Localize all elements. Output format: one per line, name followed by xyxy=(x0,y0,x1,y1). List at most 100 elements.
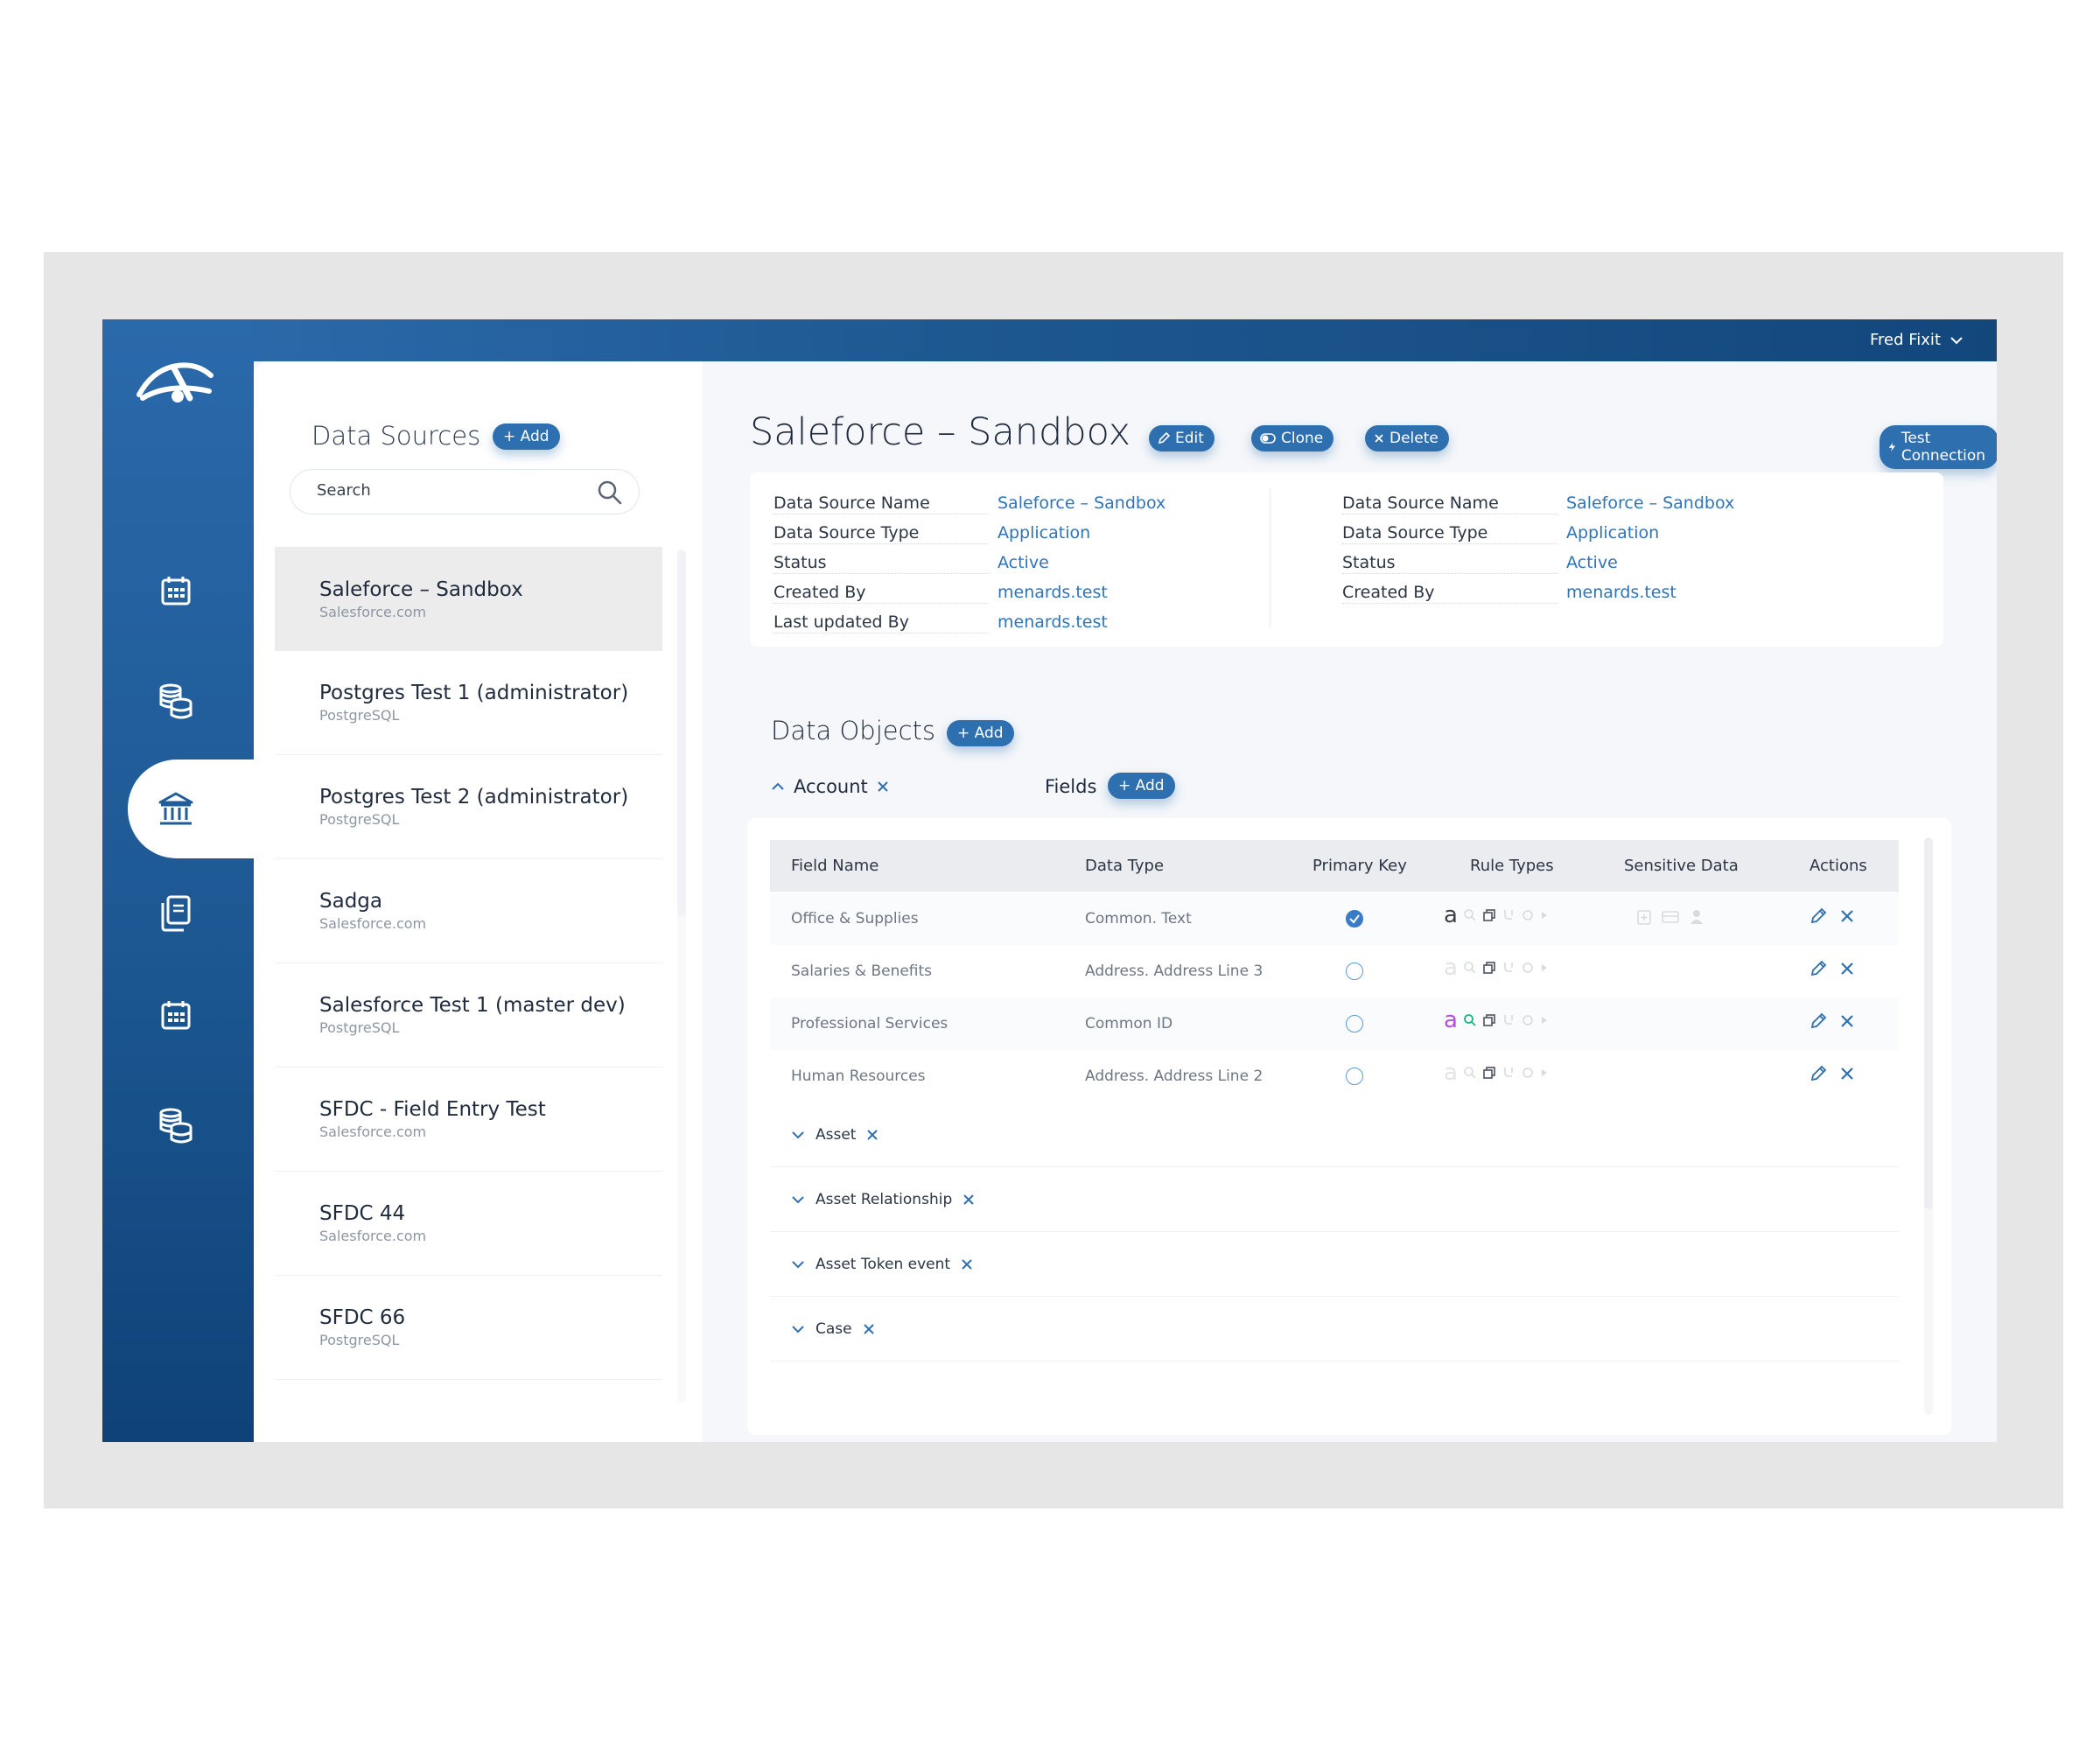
remove-account-icon[interactable] xyxy=(877,780,889,793)
test-connection-button[interactable]: Test Connection xyxy=(1880,425,1997,469)
play-rule-icon[interactable] xyxy=(1540,1068,1549,1078)
delete-row-icon[interactable] xyxy=(1839,1066,1855,1082)
alpha-rule-icon[interactable]: a xyxy=(1444,1007,1458,1033)
search-rule-icon[interactable] xyxy=(1463,961,1477,975)
edit-row-icon[interactable] xyxy=(1810,1012,1827,1030)
remove-group-icon[interactable] xyxy=(962,1194,975,1206)
copy-rule-icon[interactable] xyxy=(1482,908,1496,922)
add-data-source-button[interactable]: + Add xyxy=(493,424,560,450)
table-row[interactable]: Office & Supplies Common. Text a xyxy=(770,892,1899,945)
ring-rule-icon[interactable] xyxy=(1521,961,1535,975)
rule-types: a xyxy=(1444,902,1549,928)
copy-rule-icon[interactable] xyxy=(1482,1013,1496,1027)
table-scrollbar-thumb[interactable] xyxy=(1924,837,1933,1209)
search-rule-icon[interactable] xyxy=(1463,1066,1477,1080)
remove-group-icon[interactable] xyxy=(866,1129,878,1141)
play-rule-icon[interactable] xyxy=(1540,962,1549,973)
nav-bank-icon-active[interactable] xyxy=(128,760,254,858)
search-rule-icon[interactable] xyxy=(1463,908,1477,922)
table-row[interactable]: Salaries & Benefits Address. Address Lin… xyxy=(770,945,1899,998)
clone-button[interactable]: Clone xyxy=(1251,425,1334,452)
account-object-toggle[interactable]: Account xyxy=(771,776,889,797)
delete-button[interactable]: Delete xyxy=(1365,425,1449,452)
row-actions xyxy=(1810,1065,1855,1082)
data-source-name: Postgres Test 1 (administrator) xyxy=(319,682,629,704)
column-header: Primary Key xyxy=(1312,857,1407,875)
remove-group-icon[interactable] xyxy=(863,1323,875,1335)
nav-documents-icon[interactable] xyxy=(157,894,195,933)
list-item[interactable]: Postgres Test 2 (administrator) PostgreS… xyxy=(275,755,662,859)
edit-row-icon[interactable] xyxy=(1810,960,1827,977)
list-item[interactable]: Sadga Salesforce.com xyxy=(275,859,662,963)
data-type: Common. Text xyxy=(1085,910,1192,928)
object-group-asset[interactable]: Asset xyxy=(770,1102,1899,1167)
add-data-object-button[interactable]: + Add xyxy=(947,720,1014,746)
ring-rule-icon[interactable] xyxy=(1521,908,1535,922)
chevron-down-icon xyxy=(792,1260,804,1268)
object-group-asset-token-event[interactable]: Asset Token event xyxy=(770,1232,1899,1297)
ring-rule-icon[interactable] xyxy=(1521,1013,1535,1027)
data-type: Common ID xyxy=(1085,1015,1173,1032)
delete-row-icon[interactable] xyxy=(1839,1013,1855,1029)
branch-rule-icon[interactable] xyxy=(1502,1013,1516,1027)
copy-rule-icon[interactable] xyxy=(1482,1066,1496,1080)
user-menu[interactable]: Fred Fixit xyxy=(1870,331,1964,349)
data-source-name: Sadga xyxy=(319,890,382,913)
primary-key-radio-checked[interactable] xyxy=(1346,910,1363,928)
list-item[interactable]: Saleforce – Sandbox Salesforce.com xyxy=(275,547,662,651)
list-item[interactable]: Salesforce Test 1 (master dev) PostgreSQ… xyxy=(275,963,662,1068)
copy-rule-icon[interactable] xyxy=(1482,961,1496,975)
list-item[interactable]: SFDC 44 Salesforce.com xyxy=(275,1172,662,1276)
nav-calendar-icon[interactable] xyxy=(157,571,195,610)
remove-group-icon[interactable] xyxy=(961,1258,973,1270)
list-scrollbar-track[interactable] xyxy=(677,550,686,1403)
primary-key-radio[interactable] xyxy=(1346,1015,1363,1032)
add-field-button[interactable]: + Add xyxy=(1108,773,1175,799)
edit-row-icon[interactable] xyxy=(1810,1065,1827,1082)
alpha-rule-icon[interactable]: a xyxy=(1444,1060,1458,1086)
nav-database-icon[interactable] xyxy=(157,682,195,720)
list-item[interactable]: SFDC 66 PostgreSQL xyxy=(275,1276,662,1380)
branch-rule-icon[interactable] xyxy=(1502,961,1516,975)
search-input[interactable] xyxy=(317,481,579,500)
search-rule-icon[interactable] xyxy=(1463,1013,1477,1027)
primary-key-radio[interactable] xyxy=(1346,962,1363,980)
column-header: Field Name xyxy=(791,857,879,875)
alpha-rule-icon[interactable]: a xyxy=(1444,955,1458,981)
list-scrollbar-thumb[interactable] xyxy=(677,550,686,917)
column-header: Rule Types xyxy=(1470,857,1554,875)
person-icon[interactable] xyxy=(1689,908,1704,926)
object-group-asset-relationship[interactable]: Asset Relationship xyxy=(770,1167,1899,1232)
edit-row-icon[interactable] xyxy=(1810,907,1827,925)
delete-row-icon[interactable] xyxy=(1839,961,1855,976)
data-source-name: Postgres Test 2 (administrator) xyxy=(319,786,629,808)
object-group-case[interactable]: Case xyxy=(770,1297,1899,1362)
bank-icon xyxy=(158,792,193,824)
primary-key-radio[interactable] xyxy=(1346,1068,1363,1085)
group-label: Case xyxy=(816,1320,852,1338)
check-icon xyxy=(1349,914,1360,924)
branch-rule-icon[interactable] xyxy=(1502,1066,1516,1080)
play-rule-icon[interactable] xyxy=(1540,1015,1549,1026)
chevron-down-icon xyxy=(792,1195,804,1203)
table-row[interactable]: Human Resources Address. Address Line 2 … xyxy=(770,1050,1899,1102)
field-name: Human Resources xyxy=(791,1068,926,1085)
delete-row-icon[interactable] xyxy=(1839,908,1855,924)
close-icon xyxy=(1375,434,1383,443)
info-label: Status xyxy=(1342,553,1401,572)
card-icon[interactable] xyxy=(1661,909,1680,925)
branch-rule-icon[interactable] xyxy=(1502,908,1516,922)
nav-storage-icon[interactable] xyxy=(157,1106,195,1144)
info-label: Last updated By xyxy=(774,612,914,632)
list-item[interactable]: Postgres Test 1 (administrator) PostgreS… xyxy=(275,651,662,755)
medical-icon[interactable] xyxy=(1636,908,1652,926)
field-name: Office & Supplies xyxy=(791,910,919,928)
nav-schedule-icon[interactable] xyxy=(157,996,195,1034)
search-icon[interactable] xyxy=(597,480,623,506)
play-rule-icon[interactable] xyxy=(1540,910,1549,920)
ring-rule-icon[interactable] xyxy=(1521,1066,1535,1080)
table-row[interactable]: Professional Services Common ID a xyxy=(770,998,1899,1050)
list-item[interactable]: SFDC - Field Entry Test Salesforce.com xyxy=(275,1068,662,1172)
alpha-rule-icon[interactable]: a xyxy=(1444,902,1458,928)
edit-button[interactable]: Edit xyxy=(1149,425,1214,452)
